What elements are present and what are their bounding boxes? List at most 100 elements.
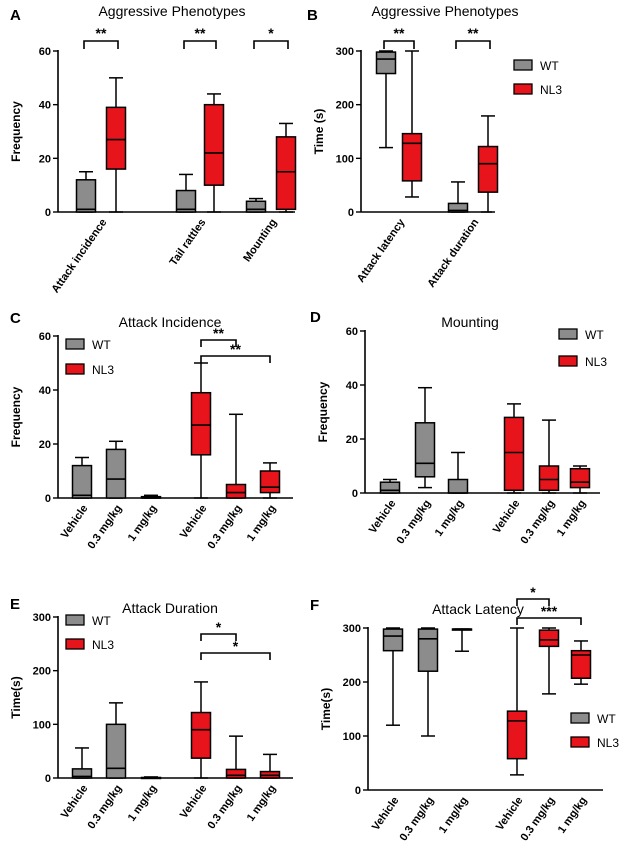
- box-a-3-tail-rattles-nl3: [203, 93, 225, 213]
- panel-label-e: E: [10, 596, 20, 613]
- box-c-3-nl3-vehicle: [190, 362, 212, 499]
- sig-bracket-a-1: [183, 40, 217, 49]
- box-body-f-5: [570, 649, 592, 679]
- y-tick-label-b-200: 200: [336, 100, 354, 112]
- x-tick-label-b-1-attack-duration: Attack duration: [425, 217, 481, 290]
- legend-label-c-wt: WT: [92, 338, 111, 352]
- y-axis-label-b: Time (s): [312, 109, 326, 155]
- box-body-d-4: [538, 465, 560, 492]
- y-tick-label-c-60: 60: [39, 331, 51, 343]
- box-c-4-nl3-0-3-mg-kg: [225, 413, 247, 499]
- legend-swatch-f-nl3: [570, 736, 590, 748]
- x-tick-label-a-2-mounting: Mounting: [241, 217, 279, 264]
- legend-swatch-b-wt: [513, 59, 533, 71]
- panel-label-c: C: [10, 310, 21, 327]
- y-axis-label-e: Time(s): [9, 676, 23, 718]
- y-axis-label-a: Frequency: [9, 101, 23, 162]
- sig-label-e-1: *: [233, 638, 239, 654]
- y-tick-label-b-300: 300: [336, 46, 354, 58]
- y-tick-label-e-100: 100: [33, 719, 51, 731]
- box-body-d-3: [503, 416, 525, 492]
- legend-label-b-wt: WT: [540, 59, 559, 73]
- box-body-e-3: [190, 711, 212, 759]
- box-c-2-wt-1-mg-kg: [140, 494, 162, 499]
- sig-label-a-2: *: [268, 25, 274, 41]
- box-c-5-nl3-1-mg-kg: [259, 462, 281, 499]
- legend-swatch-d-nl3: [558, 355, 578, 367]
- box-body-d-0: [379, 481, 401, 494]
- panel-title-a: Aggressive Phenotypes: [98, 3, 245, 19]
- box-body-c-4: [225, 483, 247, 499]
- sig-bracket-f-0: [516, 598, 550, 606]
- box-e-1-wt-0-3-mg-kg: [105, 702, 127, 779]
- box-b-2-attack-duration-wt: [447, 181, 469, 213]
- x-tick-label-d-0-vehicle: Vehicle: [367, 498, 399, 536]
- y-tick-label-c-40: 40: [39, 385, 51, 397]
- x-tick-label-f-0-vehicle: Vehicle: [370, 795, 402, 833]
- box-e-3-nl3-vehicle: [190, 681, 212, 779]
- legend-swatch-d-wt: [558, 328, 578, 340]
- x-tick-label-c-4-0-3-mg-kg: 0.3 mg/kg: [206, 503, 245, 551]
- sig-label-b-1: **: [468, 25, 479, 41]
- panel-e: E Attack Duration 0 100 200 300 Time(s) Vehicle…: [9, 596, 293, 831]
- y-tick-label-d-60: 60: [346, 326, 358, 338]
- x-tick-label-c-5-1-mg-kg: 1 mg/kg: [245, 503, 279, 544]
- x-tick-label-a-0-attack-incidence: Attack incidence: [49, 217, 109, 295]
- y-axis-label-d: Frequency: [316, 381, 330, 442]
- box-body-f-0: [382, 628, 404, 652]
- y-tick-label-d-0: 0: [352, 488, 358, 500]
- box-f-1-wt-0-3-mg-kg: [417, 627, 439, 737]
- box-body-e-1: [105, 723, 127, 779]
- sig-bracket-e-1: [200, 652, 271, 660]
- box-body-d-5: [569, 467, 591, 489]
- box-body-a-3: [203, 103, 225, 186]
- y-axis-label-f: Time(s): [319, 688, 333, 730]
- y-tick-label-d-20: 20: [346, 434, 358, 446]
- box-body-a-5: [275, 136, 297, 211]
- box-body-b-2: [447, 202, 469, 213]
- box-body-b-1: [401, 132, 423, 182]
- legend-swatch-f-wt: [570, 712, 590, 724]
- x-tick-label-c-3-vehicle: Vehicle: [178, 503, 210, 541]
- y-tick-label-f-200: 200: [343, 677, 361, 689]
- x-tick-label-e-5-1-mg-kg: 1 mg/kg: [245, 783, 279, 824]
- x-tick-label-e-4-0-3-mg-kg: 0.3 mg/kg: [206, 783, 245, 831]
- x-tick-label-d-4-0-3-mg-kg: 0.3 mg/kg: [519, 498, 558, 546]
- y-tick-label-a-0: 0: [45, 207, 51, 219]
- x-tick-label-e-1-0-3-mg-kg: 0.3 mg/kg: [86, 783, 125, 831]
- x-tick-label-f-3-vehicle: Vehicle: [494, 795, 526, 833]
- legend-label-d-wt: WT: [585, 328, 604, 342]
- sig-label-f-0: *: [530, 584, 536, 600]
- panel-b: B Aggressive Phenotypes 0 100 200 300 Time (s)…: [307, 3, 562, 290]
- box-e-5-nl3-1-mg-kg: [259, 753, 281, 779]
- sig-label-e-0: *: [216, 619, 222, 635]
- box-d-0-wt-vehicle: [379, 478, 401, 494]
- sig-bracket-b-0: [383, 40, 415, 49]
- sig-bracket-f-1: [516, 617, 582, 625]
- x-tick-label-e-0-vehicle: Vehicle: [59, 783, 91, 821]
- panel-title-b: Aggressive Phenotypes: [371, 3, 518, 19]
- x-tick-label-e-2-1-mg-kg: 1 mg/kg: [126, 783, 160, 824]
- legend-swatch-b-nl3: [513, 83, 533, 95]
- y-tick-label-c-0: 0: [45, 493, 51, 505]
- legend-label-f-wt: WT: [597, 712, 616, 726]
- box-body-a-4: [245, 200, 267, 213]
- sig-bracket-a-0: [83, 40, 119, 49]
- box-b-1-attack-latency-nl3: [401, 50, 423, 198]
- x-tick-label-b-0-attack-latency: Attack latency: [355, 216, 408, 285]
- y-tick-label-c-20: 20: [39, 439, 51, 451]
- y-tick-label-e-300: 300: [33, 612, 51, 624]
- x-tick-label-a-1-tail-rattles: Tail rattles: [168, 217, 209, 268]
- y-tick-label-d-40: 40: [346, 380, 358, 392]
- legend-swatch-c-wt: [65, 338, 85, 350]
- sig-bracket-e-0: [200, 633, 237, 641]
- x-tick-label-d-5-1-mg-kg: 1 mg/kg: [555, 498, 589, 539]
- box-body-d-2: [447, 478, 469, 494]
- y-tick-label-a-60: 60: [39, 46, 51, 58]
- legend-label-e-wt: WT: [92, 614, 111, 628]
- panel-label-b: B: [307, 7, 318, 24]
- box-body-a-2: [175, 189, 197, 213]
- box-a-1-attack-incidence-nl3: [105, 77, 127, 213]
- panel-label-d: D: [310, 309, 321, 326]
- box-body-a-1: [105, 106, 127, 170]
